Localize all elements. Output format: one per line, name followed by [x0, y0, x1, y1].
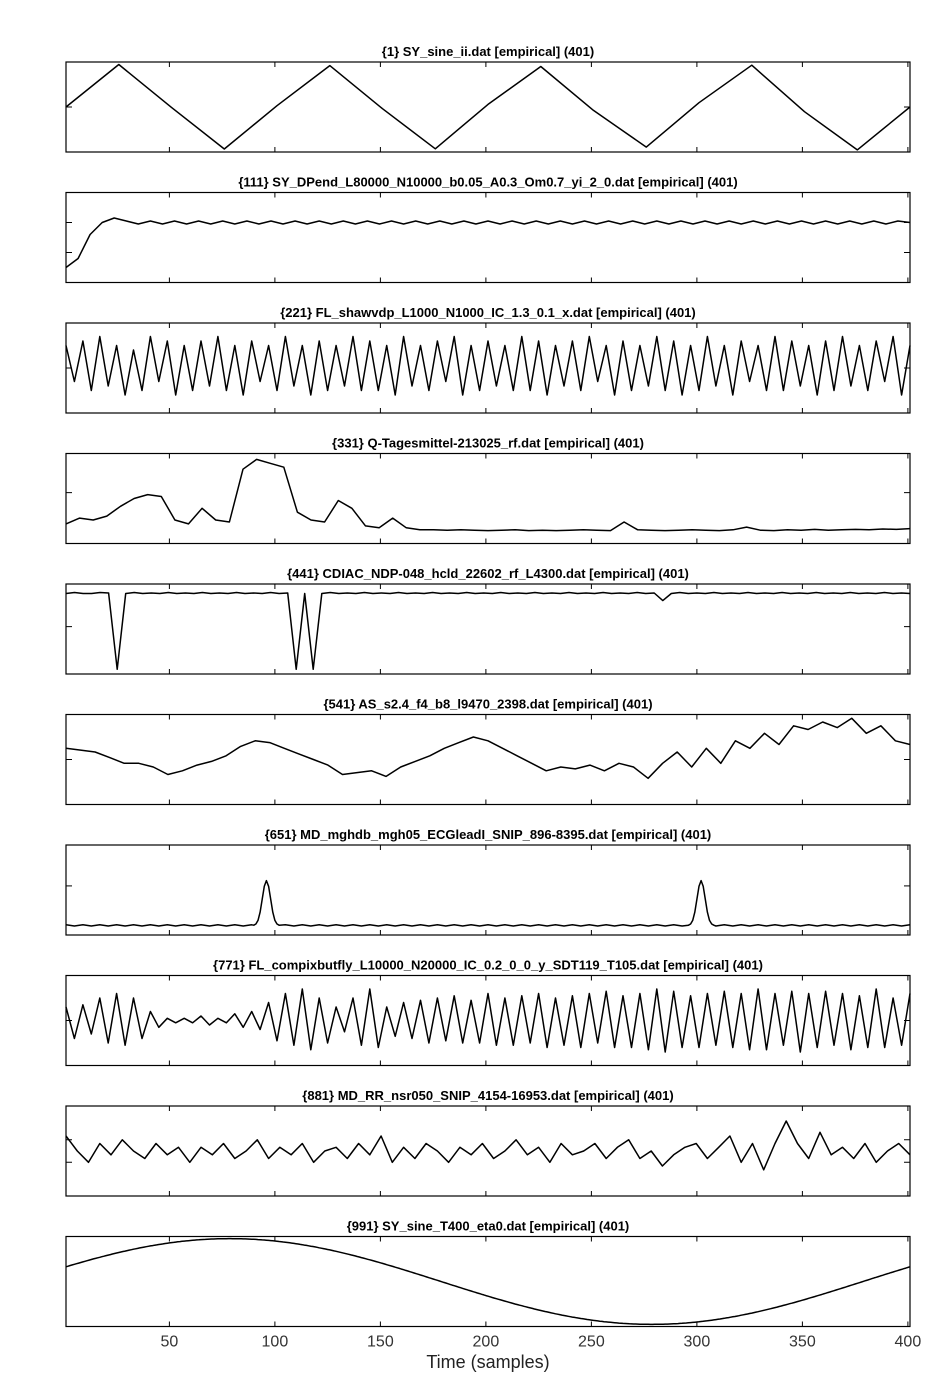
x-tick-label: 150 — [367, 1334, 394, 1351]
x-tick-label: 100 — [262, 1334, 289, 1351]
x-axis: 50 100 150 200 250 300 350 400 — [160, 1334, 921, 1351]
panel-title: {771} FL_compixbutfly_L10000_N20000_IC_0… — [213, 958, 763, 973]
panel-frame — [65, 844, 911, 936]
series-line — [65, 1120, 911, 1171]
panel-title: {881} MD_RR_nsr050_SNIP_4154-16953.dat [… — [302, 1088, 673, 1103]
x-tick-label: 250 — [578, 1334, 605, 1351]
panel-frame — [65, 1235, 911, 1328]
x-tick-label: 200 — [473, 1334, 500, 1351]
panel-title: {651} MD_mghdb_mgh05_ECGleadI_SNIP_896-8… — [265, 827, 712, 842]
x-tick-label: 350 — [789, 1334, 816, 1351]
panel-frame — [65, 61, 911, 153]
x-axis-label: Time (samples) — [426, 1352, 549, 1372]
x-tick-label: 300 — [684, 1334, 711, 1351]
panel-title: {541} AS_s2.4_f4_b8_l9470_2398.dat [empi… — [323, 697, 652, 712]
panel-title: {221} FL_shawvdp_L1000_N1000_IC_1.3_0.1_… — [280, 305, 696, 320]
panel-frame — [65, 452, 911, 545]
panels: {1} SY_sine_ii.dat [empirical] (401) {111… — [65, 44, 911, 1328]
panel-4: {331} Q-Tagesmittel-213025_rf.dat [empir… — [65, 436, 911, 545]
series-line — [65, 717, 911, 780]
panel-2: {111} SY_DPend_L80000_N10000_b0.05_A0.3_… — [65, 175, 911, 284]
series-line — [65, 988, 911, 1053]
series-line — [65, 1237, 911, 1326]
series-line — [65, 879, 911, 927]
panel-5: {441} CDIAC_NDP-048_hcld_22602_rf_L4300.… — [65, 566, 911, 675]
panel-6: {541} AS_s2.4_f4_b8_l9470_2398.dat [empi… — [65, 697, 911, 806]
panel-frame — [65, 191, 911, 284]
panel-title: {331} Q-Tagesmittel-213025_rf.dat [empir… — [332, 436, 644, 451]
panel-title: {111} SY_DPend_L80000_N10000_b0.05_A0.3_… — [238, 175, 737, 190]
panel-frame — [65, 322, 911, 414]
panel-10: {991} SY_sine_T400_eta0.dat [empirical] … — [65, 1219, 911, 1328]
panel-frame — [65, 974, 911, 1067]
series-line — [65, 63, 911, 151]
panel-3: {221} FL_shawvdp_L1000_N1000_IC_1.3_0.1_… — [65, 305, 911, 414]
panel-8: {771} FL_compixbutfly_L10000_N20000_IC_0… — [65, 958, 911, 1067]
series-line — [65, 217, 911, 269]
panel-9: {881} MD_RR_nsr050_SNIP_4154-16953.dat [… — [65, 1088, 911, 1197]
panel-1: {1} SY_sine_ii.dat [empirical] (401) — [65, 44, 911, 153]
series-line — [65, 458, 911, 532]
panel-title: {441} CDIAC_NDP-048_hcld_22602_rf_L4300.… — [287, 566, 689, 581]
panel-title: {1} SY_sine_ii.dat [empirical] (401) — [382, 44, 594, 59]
x-tick-label: 400 — [895, 1334, 922, 1351]
panel-title: {991} SY_sine_T400_eta0.dat [empirical] … — [347, 1219, 630, 1234]
panel-frame — [65, 583, 911, 675]
panel-7: {651} MD_mghdb_mgh05_ECGleadI_SNIP_896-8… — [65, 827, 911, 936]
series-line — [65, 335, 911, 396]
panel-frame — [65, 713, 911, 806]
series-line — [65, 591, 911, 671]
x-tick-label: 50 — [160, 1334, 178, 1351]
panel-frame — [65, 1105, 911, 1197]
